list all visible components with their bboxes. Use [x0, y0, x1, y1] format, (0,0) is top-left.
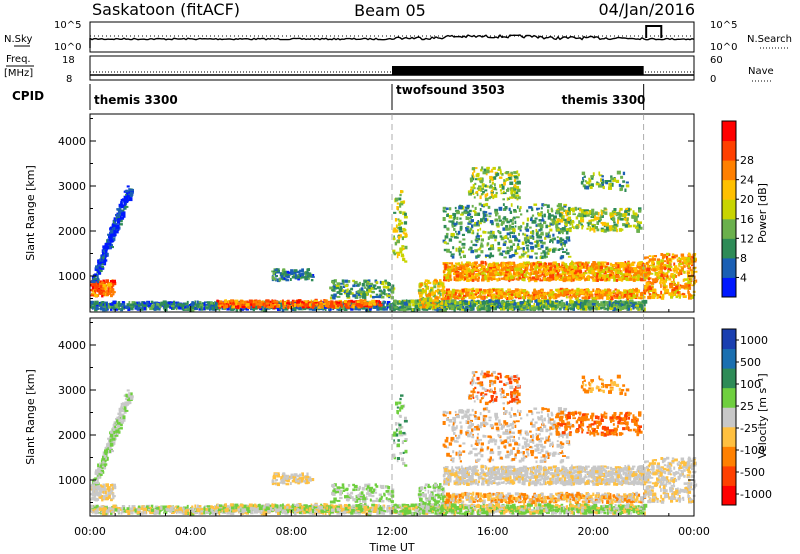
cpid-label: CPID [12, 89, 44, 103]
station-title: Saskatoon (fitACF) [92, 0, 240, 19]
y-tick-label: 3000 [58, 384, 86, 397]
nave-label: Nave [748, 66, 774, 77]
nsky-tick-high: 10^5 [54, 20, 81, 31]
nsearch-label: N.Search [747, 34, 792, 45]
colorbar-tick-label: 24 [740, 174, 754, 187]
x-tick-label: 12:00 [376, 525, 408, 538]
colorbar-tick-label: 28 [740, 154, 754, 167]
x-tick-label: 04:00 [175, 525, 207, 538]
freq-panel: Freq. [MHz] 18 8 60 0 Nave [4, 54, 774, 85]
velocity-colorbar-label: Velocity [m s⁻¹] [756, 373, 769, 458]
colorbar-tick-label: 12 [740, 232, 754, 245]
velocity-panel: 1000 2000 3000 4000 Slant Range [km] 00:00 0… [24, 317, 710, 554]
nave-tick-high: 60 [710, 55, 723, 66]
nsearch-tick-low: 10^0 [710, 42, 737, 53]
x-axis-label: Time UT [368, 541, 414, 554]
power-colorbar: 4 8 12 16 20 24 28 Power [dB] [721, 120, 769, 298]
y-tick-label: 1000 [58, 474, 86, 487]
nsky-trace [89, 25, 695, 48]
velocity-colorbar: 1000 500 100 25 -25 -100 -500 -1000 Velocity [m… [721, 328, 772, 506]
colorbar-tick-label: 4 [740, 271, 747, 284]
colorbar-tick-label: -1000 [740, 488, 772, 501]
colorbar-tick-label: -500 [740, 466, 765, 479]
nsky-label: N.Sky [4, 34, 32, 45]
x-tick-label: 00:00 [74, 525, 106, 538]
colorbar-tick-label: -100 [740, 444, 765, 457]
x-tick-label: 08:00 [275, 525, 307, 538]
nave-tick-low: 0 [710, 74, 716, 85]
velocity-data [90, 370, 698, 516]
x-tick-label: 20:00 [577, 525, 609, 538]
colorbar-tick-label: 25 [740, 400, 754, 413]
beam-label: Beam 05 [354, 1, 426, 20]
colorbar-tick-label: 8 [740, 252, 747, 265]
cpid-guide-lines [391, 114, 645, 516]
cpid-segment-label: twofsound 3503 [396, 83, 505, 97]
cpid-segment-label: themis 3300 [562, 93, 646, 107]
power-ylabel: Slant Range [km] [24, 165, 37, 261]
y-tick-label: 1000 [58, 270, 86, 283]
y-tick-label: 2000 [58, 429, 86, 442]
freq-tick-high: 18 [62, 55, 75, 66]
freq-label: Freq. [6, 54, 31, 65]
colorbar-tick-label: 100 [740, 378, 761, 391]
colorbar-tick-label: 16 [740, 213, 754, 226]
power-data [90, 166, 698, 312]
cpid-panel: CPID themis 3300 twofsound 3503 themis 330… [12, 83, 645, 110]
nsky-tick-low: 10^0 [54, 42, 81, 53]
nsky-panel: N.Sky 10^5 10^0 10^5 10^0 N.Search [4, 20, 792, 53]
date-label: 04/Jan/2016 [598, 0, 695, 19]
velocity-ylabel: Slant Range [km] [24, 369, 37, 465]
freq-tick-low: 8 [66, 74, 72, 85]
x-tick-label: 16:00 [477, 525, 509, 538]
colorbar-tick-label: 20 [740, 193, 754, 206]
x-tick-label: 00:00 [678, 525, 710, 538]
y-tick-label: 2000 [58, 225, 86, 238]
power-colorbar-label: Power [dB] [756, 183, 769, 243]
colorbar-tick-label: 500 [740, 356, 761, 369]
power-panel: 1000 2000 3000 4000 Slant Range [km] [24, 113, 698, 313]
colorbar-tick-label: 1000 [740, 334, 768, 347]
y-tick-label: 4000 [58, 135, 86, 148]
nsearch-tick-high: 10^5 [710, 20, 737, 31]
y-tick-label: 3000 [58, 180, 86, 193]
freq-unit-label: [MHz] [4, 68, 33, 79]
cpid-segment-label: themis 3300 [94, 93, 178, 107]
colorbar-tick-label: -25 [740, 422, 758, 435]
freq-trace [90, 66, 694, 76]
y-tick-label: 4000 [58, 339, 86, 352]
